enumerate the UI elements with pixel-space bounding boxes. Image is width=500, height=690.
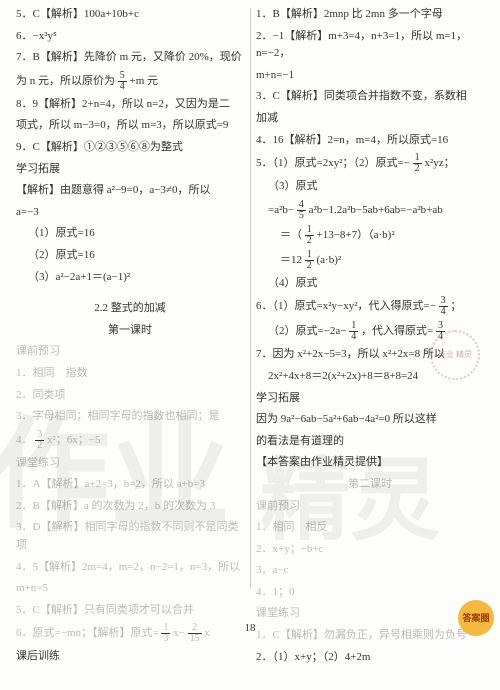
item: 4．5【解析】2m=4，m=2，n−2=1，n=3，所以: [16, 559, 244, 577]
section-label: 课堂练习: [256, 605, 484, 623]
sub-item: （3）a²−2a+1＝(a−1)²: [16, 269, 244, 287]
item: 2．同类项: [16, 387, 244, 405]
section-label: 课前预习: [16, 343, 244, 361]
fraction: 45: [297, 200, 306, 221]
item: 3．D【解析】相同字母的指数不同则不是同类项: [16, 519, 244, 554]
text: 6．（1）原式=x²y−xy²，代入得原式=−: [256, 300, 436, 312]
text: x: [204, 627, 210, 639]
item: 9．C【解析】①②③⑤⑥⑧为整式: [16, 139, 244, 157]
section-title: 2.2 整式的加减: [16, 300, 244, 318]
fraction: 12: [305, 225, 314, 246]
item: 5．C【解析】100a+10b+c: [16, 6, 244, 24]
section-label: 学习拓展: [16, 161, 244, 179]
text: x−: [173, 627, 185, 639]
item: 2．−1【解析】m+3=4，n+3=1，所以 m=1，n=−2，: [256, 28, 484, 63]
item: 4．1；0: [256, 584, 484, 602]
page-number: 18: [245, 620, 256, 638]
text: ＝12: [280, 254, 302, 266]
text: 为 n 元，所以原价为: [16, 75, 115, 87]
sub-item: ＝12 12 (a·b)²: [256, 250, 484, 271]
item: 2．x+y；−b+c: [256, 541, 484, 559]
item: 1．B【解析】2mnp 比 2mn 多一个字母: [256, 6, 484, 24]
left-column: 5．C【解析】100a+10b+c 6．−x³y⁵ 7．B【解析】先降价 m 元…: [10, 6, 250, 670]
item: 3．a−c: [256, 562, 484, 580]
section-label: 学习拓展: [256, 390, 484, 408]
item: 3．C【解析】同类项合并指数不变，系数相: [256, 88, 484, 106]
text: 6．原式=−mn；【解析】原式=: [16, 627, 159, 639]
section-label: 课后训练: [16, 648, 244, 666]
fraction: 12: [413, 153, 422, 174]
sub-item: （1）原式=16: [16, 225, 244, 243]
text: 4．: [16, 434, 33, 446]
page: 5．C【解析】100a+10b+c 6．−x³y⁵ 7．B【解析】先降价 m 元…: [0, 0, 500, 690]
text: =a²b−: [268, 204, 294, 216]
sub-item: =a²b− 45 a²b−1.2a²b−5ab+6ab=−a²b+ab: [256, 200, 484, 221]
section-subtitle: 第二课时: [256, 476, 484, 494]
text: (a·b)²: [317, 254, 342, 266]
text: x²yz；: [424, 157, 454, 169]
item: 6．（1）原式=x²y−xy²，代入得原式=− 34 ；: [256, 296, 484, 317]
item: 6．原式=−mn；【解析】原式= 13 x− 215 x: [16, 623, 244, 644]
sub-item: （4）原式: [256, 275, 484, 293]
item: 2．B【解析】a 的次数为 2，b 的次数为 3: [16, 498, 244, 516]
text: +13−8+7）（a·b)²: [317, 229, 395, 241]
sub-item: 2x²+4x+8＝2(x²+2x)+8＝8+8=24: [256, 368, 484, 386]
right-column: 1．B【解析】2mnp 比 2mn 多一个字母 2．−1【解析】m+3=4，n+…: [250, 6, 490, 670]
text: a²b−1.2a²b−5ab+6ab=−a²b+ab: [309, 204, 443, 216]
section-label: 课前预习: [256, 498, 484, 516]
item: 8．9【解析】2+n=4，所以 n=2，又因为是二: [16, 96, 244, 114]
fraction: 14: [349, 321, 358, 342]
fraction: 13: [161, 623, 170, 644]
item: 2．（1）x+y；（2）4+2m: [256, 649, 484, 667]
sub-item: ＝（ 12 +13−8+7）（a·b)²: [256, 225, 484, 246]
sub-item: （3）原式: [256, 178, 484, 196]
item: 1．相同 指数: [16, 365, 244, 383]
item: 因为 9a²−6ab−5a²+6ab−4a²=0 所以这样: [256, 411, 484, 429]
item: 6．−x³y⁵: [16, 28, 244, 46]
item: 7．因为 x²+2x−5=3，所以 x²+2x=8 所以: [256, 346, 484, 364]
item: 7．B【解析】先降价 m 元，又降价 20%，现价: [16, 49, 244, 67]
column-divider: [250, 8, 251, 588]
text: ；: [450, 300, 461, 312]
item: 为 n 元，所以原价为 54 +m 元: [16, 71, 244, 92]
item: 5．C【解析】只有同类项才可以合并: [16, 602, 244, 620]
fraction: 215: [188, 623, 202, 644]
text: 5．（1）原式=2xy²；（2）原式=−: [256, 157, 410, 169]
badge-icon: 答案圈: [458, 600, 494, 636]
item: m+n=5: [16, 580, 244, 598]
item: 1．相同 相反: [256, 519, 484, 537]
item: 5．（1）原式=2xy²；（2）原式=− 12 x²yz；: [256, 153, 484, 174]
item: 3．字母相同；相同字母的指数也相同；是: [16, 408, 244, 426]
fraction: 54: [118, 71, 127, 92]
text: ，代入得原式=: [361, 325, 433, 337]
fraction: 34: [436, 321, 445, 342]
sub-item: （2）原式=−2a− 14 ，代入得原式= 34: [256, 321, 484, 342]
fraction: 12: [305, 250, 314, 271]
item: 4．16【解析】2=n，m=4，所以原式=16: [256, 132, 484, 150]
item: 项式，所以 m−3=0，所以 m=3，所以原式=9: [16, 117, 244, 135]
item: m+n=−1: [256, 67, 484, 85]
item: 的看法是有道理的: [256, 433, 484, 451]
item: a=−3: [16, 204, 244, 222]
text: x²；6x；−5: [47, 434, 101, 446]
item: 【解析】由题意得 a²−9=0，a−3≠0，所以: [16, 182, 244, 200]
item: 1．A【解析】a+2=3，b=2，所以 a+b=3: [16, 476, 244, 494]
fraction: 32: [35, 430, 44, 451]
text: +m 元: [130, 75, 159, 87]
fraction: 34: [439, 296, 448, 317]
section-label: 课堂练习: [16, 455, 244, 473]
credit: 【本答案由作业精灵提供】: [256, 454, 484, 472]
text: ＝（: [280, 229, 302, 241]
section-subtitle: 第一课时: [16, 322, 244, 340]
item: 4． 32 x²；6x；−5: [16, 430, 244, 451]
item: 加减: [256, 110, 484, 128]
text: （2）原式=−2a−: [268, 325, 347, 337]
item: 1．C【解析】勿漏负正，异号相乘则为负号: [256, 627, 484, 645]
sub-item: （2）原式=16: [16, 247, 244, 265]
